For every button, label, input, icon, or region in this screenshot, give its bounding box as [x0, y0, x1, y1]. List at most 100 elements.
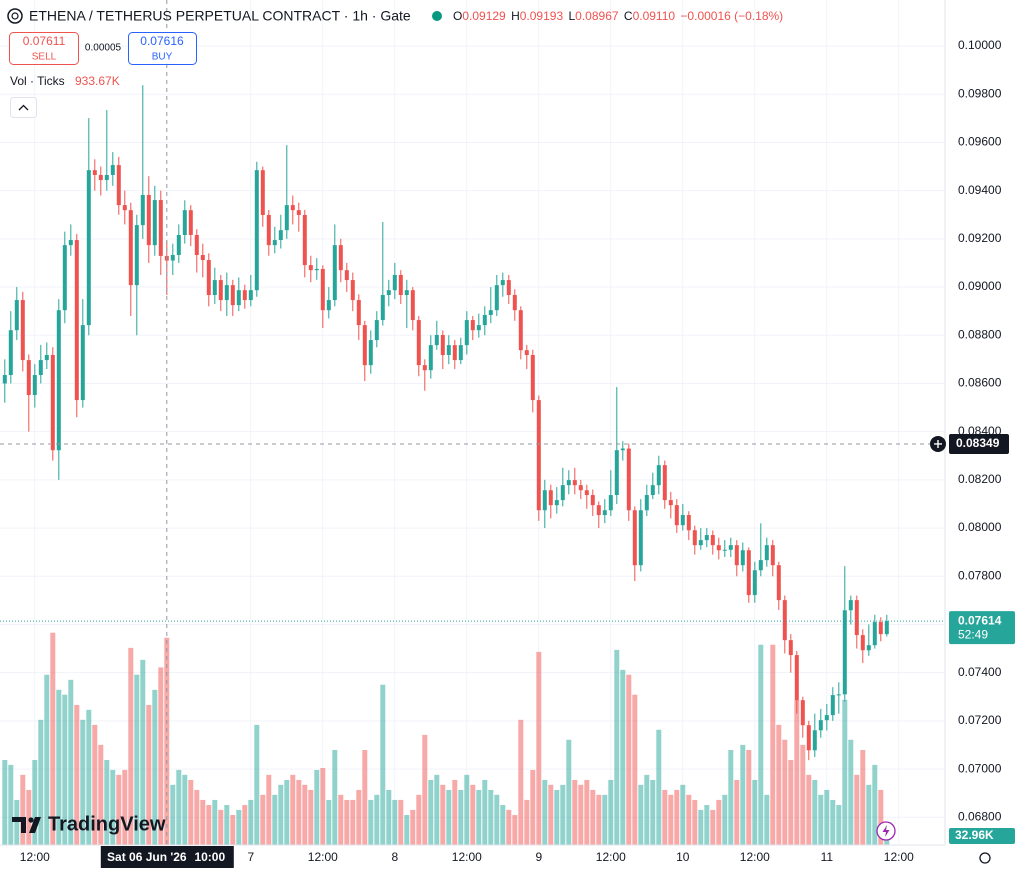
candle-body	[836, 694, 841, 696]
candle-body	[566, 480, 571, 486]
candle-body	[674, 505, 679, 526]
candle-body	[860, 635, 865, 651]
volume-pane	[2, 632, 890, 845]
candle-body	[398, 274, 403, 296]
x-tick-label: 7	[247, 850, 254, 864]
candle-body	[704, 535, 709, 541]
volume-bar	[110, 769, 116, 845]
candle-body	[482, 315, 487, 326]
volume-bar	[368, 799, 374, 845]
sell-price[interactable]: 0.07611	[23, 34, 66, 48]
candle-body	[416, 320, 421, 366]
volume-bar	[284, 779, 290, 845]
volume-bar	[26, 789, 32, 845]
y-tick-label: 0.08800	[958, 327, 1002, 341]
volume-bar	[338, 794, 344, 845]
volume-bar	[662, 789, 668, 845]
volume-bar	[356, 789, 362, 845]
volume-bar	[308, 789, 314, 845]
candle-body	[50, 355, 55, 451]
overlay	[0, 0, 945, 845]
candle-body	[848, 600, 853, 611]
settings-icon[interactable]	[979, 852, 991, 864]
candle-body	[236, 290, 241, 306]
x-tick-label: 12:00	[20, 850, 50, 864]
candle-body	[242, 290, 247, 301]
volume-bar	[446, 789, 452, 845]
candle-body	[86, 170, 91, 326]
candle-body	[752, 570, 757, 596]
volume-bar	[770, 644, 776, 845]
volume-bar	[296, 779, 302, 845]
candle-body	[722, 549, 727, 551]
volume-bar	[140, 659, 146, 845]
candle-body	[344, 270, 349, 281]
volume-bar	[740, 744, 746, 845]
volume-bar	[302, 784, 308, 845]
l-value: 0.08967	[575, 9, 619, 23]
sell-label[interactable]: SELL	[32, 52, 57, 63]
candle-body	[464, 320, 469, 346]
candle-body	[524, 350, 529, 356]
volume-bar	[158, 667, 164, 845]
symbol-title[interactable]: ETHENA / TETHERUS PERPETUAL CONTRACT · 1…	[29, 8, 411, 24]
candle-body	[656, 465, 661, 486]
volume-bar	[848, 739, 854, 845]
volume-bar	[764, 794, 770, 845]
collapse-button[interactable]	[10, 97, 37, 118]
buy-price[interactable]: 0.07616	[140, 34, 184, 48]
candle-body	[434, 335, 439, 346]
candle-body	[620, 448, 625, 451]
candle-body	[458, 345, 463, 361]
volume-bar	[710, 809, 716, 845]
volume-bar	[362, 749, 368, 845]
candle-body	[764, 545, 769, 561]
alert-bolt	[882, 825, 890, 837]
y-tick-label: 0.06800	[958, 809, 1002, 823]
change: −0.00016 (−0.18%)	[680, 9, 783, 23]
volume-bar	[806, 774, 812, 845]
candle-body	[194, 234, 199, 255]
candle-body	[374, 320, 379, 341]
candle-body	[332, 245, 337, 301]
candle-body	[830, 695, 835, 716]
volume-bar	[590, 789, 596, 845]
volume-legend-value: 933.67K	[75, 74, 120, 88]
buy-button[interactable]	[128, 32, 197, 65]
candle-body	[668, 500, 673, 506]
candle-body	[380, 295, 385, 321]
volume-bar	[440, 784, 446, 845]
volume-bar	[668, 794, 674, 845]
volume-bar	[212, 799, 218, 845]
sell-button[interactable]	[9, 32, 79, 65]
candle-body	[698, 540, 703, 546]
candle-body	[62, 245, 67, 311]
y-tick-label: 0.09400	[958, 183, 1002, 197]
volume-bar	[860, 749, 866, 845]
volume-bar	[176, 769, 182, 845]
buy-label[interactable]: BUY	[152, 52, 173, 63]
volume-legend-label: Vol · Ticks	[10, 74, 65, 88]
volume-bar	[818, 794, 824, 845]
candle-body	[758, 560, 763, 571]
volume-bar	[278, 784, 284, 845]
volume-bar	[164, 637, 170, 845]
spread: 0.00005	[85, 43, 122, 54]
x-tick-label: 12:00	[884, 850, 914, 864]
candle-body	[356, 300, 361, 326]
o-value: 0.09129	[462, 9, 506, 23]
volume-bar	[782, 739, 788, 845]
candle-body	[266, 214, 271, 246]
volume-bar	[230, 815, 236, 845]
crosshair-time-label: 10:00	[194, 850, 225, 864]
candle-body	[452, 345, 457, 361]
volume-bar	[584, 779, 590, 845]
y-tick-label: 0.07400	[958, 665, 1002, 679]
candle-body	[362, 325, 367, 366]
candle-body	[728, 545, 733, 550]
candle-body	[740, 550, 745, 566]
volume-bar	[416, 794, 422, 845]
candle-body	[662, 465, 667, 501]
volume-bar	[878, 789, 884, 845]
symbol-icon-inner	[11, 12, 19, 20]
